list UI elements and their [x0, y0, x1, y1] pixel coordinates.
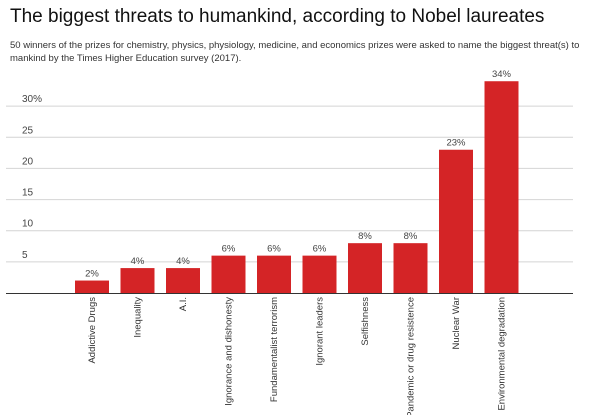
data-label: 8% [404, 231, 418, 242]
x-tick-label: Inequality [133, 297, 144, 338]
x-tick-label: Pandemic or drug resistence [406, 297, 417, 415]
y-tick-label: 10 [22, 219, 34, 230]
bar [393, 243, 428, 293]
data-label: 23% [446, 138, 466, 149]
bar [348, 243, 382, 293]
bar [439, 149, 473, 293]
bar [75, 280, 109, 293]
data-label: 8% [358, 231, 372, 242]
bar [166, 268, 200, 293]
data-label: 4% [176, 256, 190, 267]
data-labels: 2% 4% 4% 6% 6% 6% 8% 8% 23% 34% [85, 69, 511, 279]
x-tick-label: Nuclear War [451, 297, 462, 349]
bar [484, 81, 519, 293]
bar [211, 255, 246, 293]
gridlines [6, 105, 573, 263]
data-label: 6% [222, 244, 236, 255]
x-axis-ticks: Addictive Drugs Inequality A.I. Ignorance a… [87, 297, 508, 415]
data-label: 6% [313, 244, 327, 255]
y-axis-ticks: 5 10 15 20 25 30% [22, 94, 42, 261]
chart-subtitle: 50 winners of the prizes for chemistry, … [10, 40, 580, 64]
bar [302, 255, 337, 293]
x-tick-label: Ignorance and dishonesty [224, 297, 235, 406]
bar [257, 255, 291, 293]
x-tick-label: Ignorant leaders [315, 297, 326, 366]
x-tick-label: Addictive Drugs [87, 297, 98, 364]
y-tick-label: 5 [22, 250, 28, 261]
x-tick-label: A.I. [178, 297, 189, 311]
data-label: 34% [492, 69, 512, 80]
y-tick-label: 30% [22, 94, 42, 105]
data-label: 2% [85, 269, 99, 280]
chart-title: The biggest threats to humankind, accord… [10, 6, 545, 27]
x-tick-label: Environmental degradation [497, 297, 508, 411]
y-tick-label: 25 [22, 125, 34, 136]
y-tick-label: 15 [22, 188, 34, 199]
bar [120, 268, 155, 293]
bars [75, 81, 519, 293]
data-label: 4% [131, 256, 145, 267]
data-label: 6% [267, 244, 281, 255]
x-tick-label: Selfishness [360, 297, 371, 346]
x-tick-label: Fundamentalist terrorism [269, 297, 280, 402]
y-tick-label: 20 [22, 156, 34, 167]
